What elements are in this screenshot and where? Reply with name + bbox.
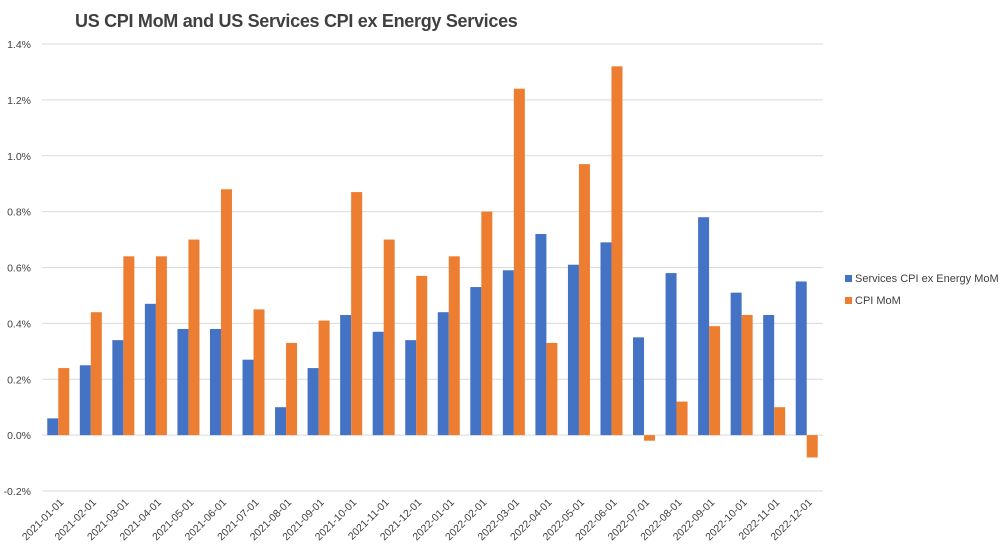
- bar-services-cpi-2021-05-01: [177, 328, 189, 436]
- y-tick-label: 0.0%: [7, 430, 31, 442]
- y-tick-label: 0.4%: [7, 318, 31, 330]
- bar-cpi-2022-10-01: [741, 314, 753, 436]
- y-tick-label: 1.2%: [7, 95, 31, 107]
- bar-cpi-2022-04-01: [546, 342, 558, 436]
- bar-services-cpi-2022-11-01: [763, 314, 775, 436]
- legend-swatch: [845, 297, 852, 304]
- x-axis-ticks: 2021-01-012021-02-012021-03-012021-04-01…: [20, 497, 815, 544]
- bar-services-cpi-2021-08-01: [275, 407, 287, 436]
- bar-services-cpi-2021-09-01: [307, 368, 319, 436]
- bar-services-cpi-2022-03-01: [502, 270, 514, 436]
- bar-cpi-2021-12-01: [416, 275, 428, 436]
- bar-cpi-2021-04-01: [155, 256, 167, 436]
- bar-services-cpi-2022-07-01: [633, 337, 645, 436]
- y-tick-label: 0.2%: [7, 374, 31, 386]
- bars: [47, 66, 818, 458]
- y-tick-label: 1.4%: [7, 39, 31, 51]
- y-tick-label: 0.6%: [7, 263, 31, 275]
- chart-title: US CPI MoM and US Services CPI ex Energy…: [75, 11, 518, 31]
- bar-services-cpi-2022-09-01: [698, 217, 710, 436]
- bar-services-cpi-2022-06-01: [600, 242, 612, 436]
- bar-cpi-2022-11-01: [774, 407, 786, 436]
- bar-cpi-2022-09-01: [709, 326, 721, 436]
- legend: Services CPI ex Energy MoM CPI MoM: [845, 273, 999, 307]
- bar-cpi-2021-02-01: [90, 312, 102, 436]
- bar-cpi-2021-08-01: [286, 342, 298, 436]
- bar-services-cpi-2021-02-01: [79, 365, 91, 436]
- y-axis-ticks: -0.2% 0.0% 0.2% 0.4% 0.6% 0.8% 1.0% 1.2% 1.4%: [4, 39, 31, 498]
- bar-services-cpi-2022-02-01: [470, 287, 482, 436]
- bar-services-cpi-2021-04-01: [144, 303, 156, 436]
- bar-services-cpi-2022-10-01: [730, 292, 742, 436]
- bar-services-cpi-2022-04-01: [535, 233, 547, 436]
- y-tick-label: 1.0%: [7, 151, 31, 163]
- bar-services-cpi-2021-12-01: [405, 340, 417, 436]
- bar-services-cpi-2022-08-01: [665, 273, 677, 436]
- bar-cpi-2022-08-01: [676, 401, 688, 436]
- legend-swatch: [845, 275, 852, 282]
- bar-cpi-2022-03-01: [513, 88, 525, 436]
- bar-cpi-2022-02-01: [481, 211, 493, 436]
- bar-cpi-2021-06-01: [220, 189, 232, 436]
- bar-services-cpi-2021-01-01: [47, 418, 59, 436]
- bar-cpi-2022-06-01: [611, 66, 623, 436]
- gridlines: [42, 43, 823, 492]
- bar-services-cpi-2021-10-01: [340, 314, 352, 436]
- bar-cpi-2021-05-01: [188, 239, 200, 436]
- bar-services-cpi-2021-03-01: [112, 340, 124, 436]
- bar-cpi-2021-11-01: [383, 239, 395, 436]
- bar-services-cpi-2021-11-01: [372, 331, 384, 436]
- bar-cpi-2022-05-01: [578, 164, 590, 436]
- bar-cpi-2022-12-01: [806, 435, 818, 458]
- legend-entry: Services CPI ex Energy MoM: [855, 273, 999, 285]
- bar-cpi-2021-03-01: [123, 256, 135, 436]
- bar-cpi-2022-07-01: [644, 435, 656, 441]
- bar-services-cpi-2021-06-01: [209, 328, 221, 436]
- bar-services-cpi-2022-01-01: [437, 312, 449, 436]
- legend-entry: CPI MoM: [855, 295, 901, 307]
- y-tick-label: -0.2%: [4, 486, 31, 498]
- bar-cpi-2021-01-01: [58, 368, 70, 436]
- y-tick-label: 0.8%: [7, 207, 31, 219]
- bar-cpi-2022-01-01: [448, 256, 460, 436]
- bar-services-cpi-2021-07-01: [242, 359, 254, 436]
- bar-cpi-2021-07-01: [253, 309, 265, 436]
- bar-services-cpi-2022-12-01: [795, 281, 807, 436]
- bar-services-cpi-2022-05-01: [567, 264, 579, 436]
- bar-cpi-2021-09-01: [318, 320, 330, 436]
- bar-cpi-2021-10-01: [351, 192, 363, 436]
